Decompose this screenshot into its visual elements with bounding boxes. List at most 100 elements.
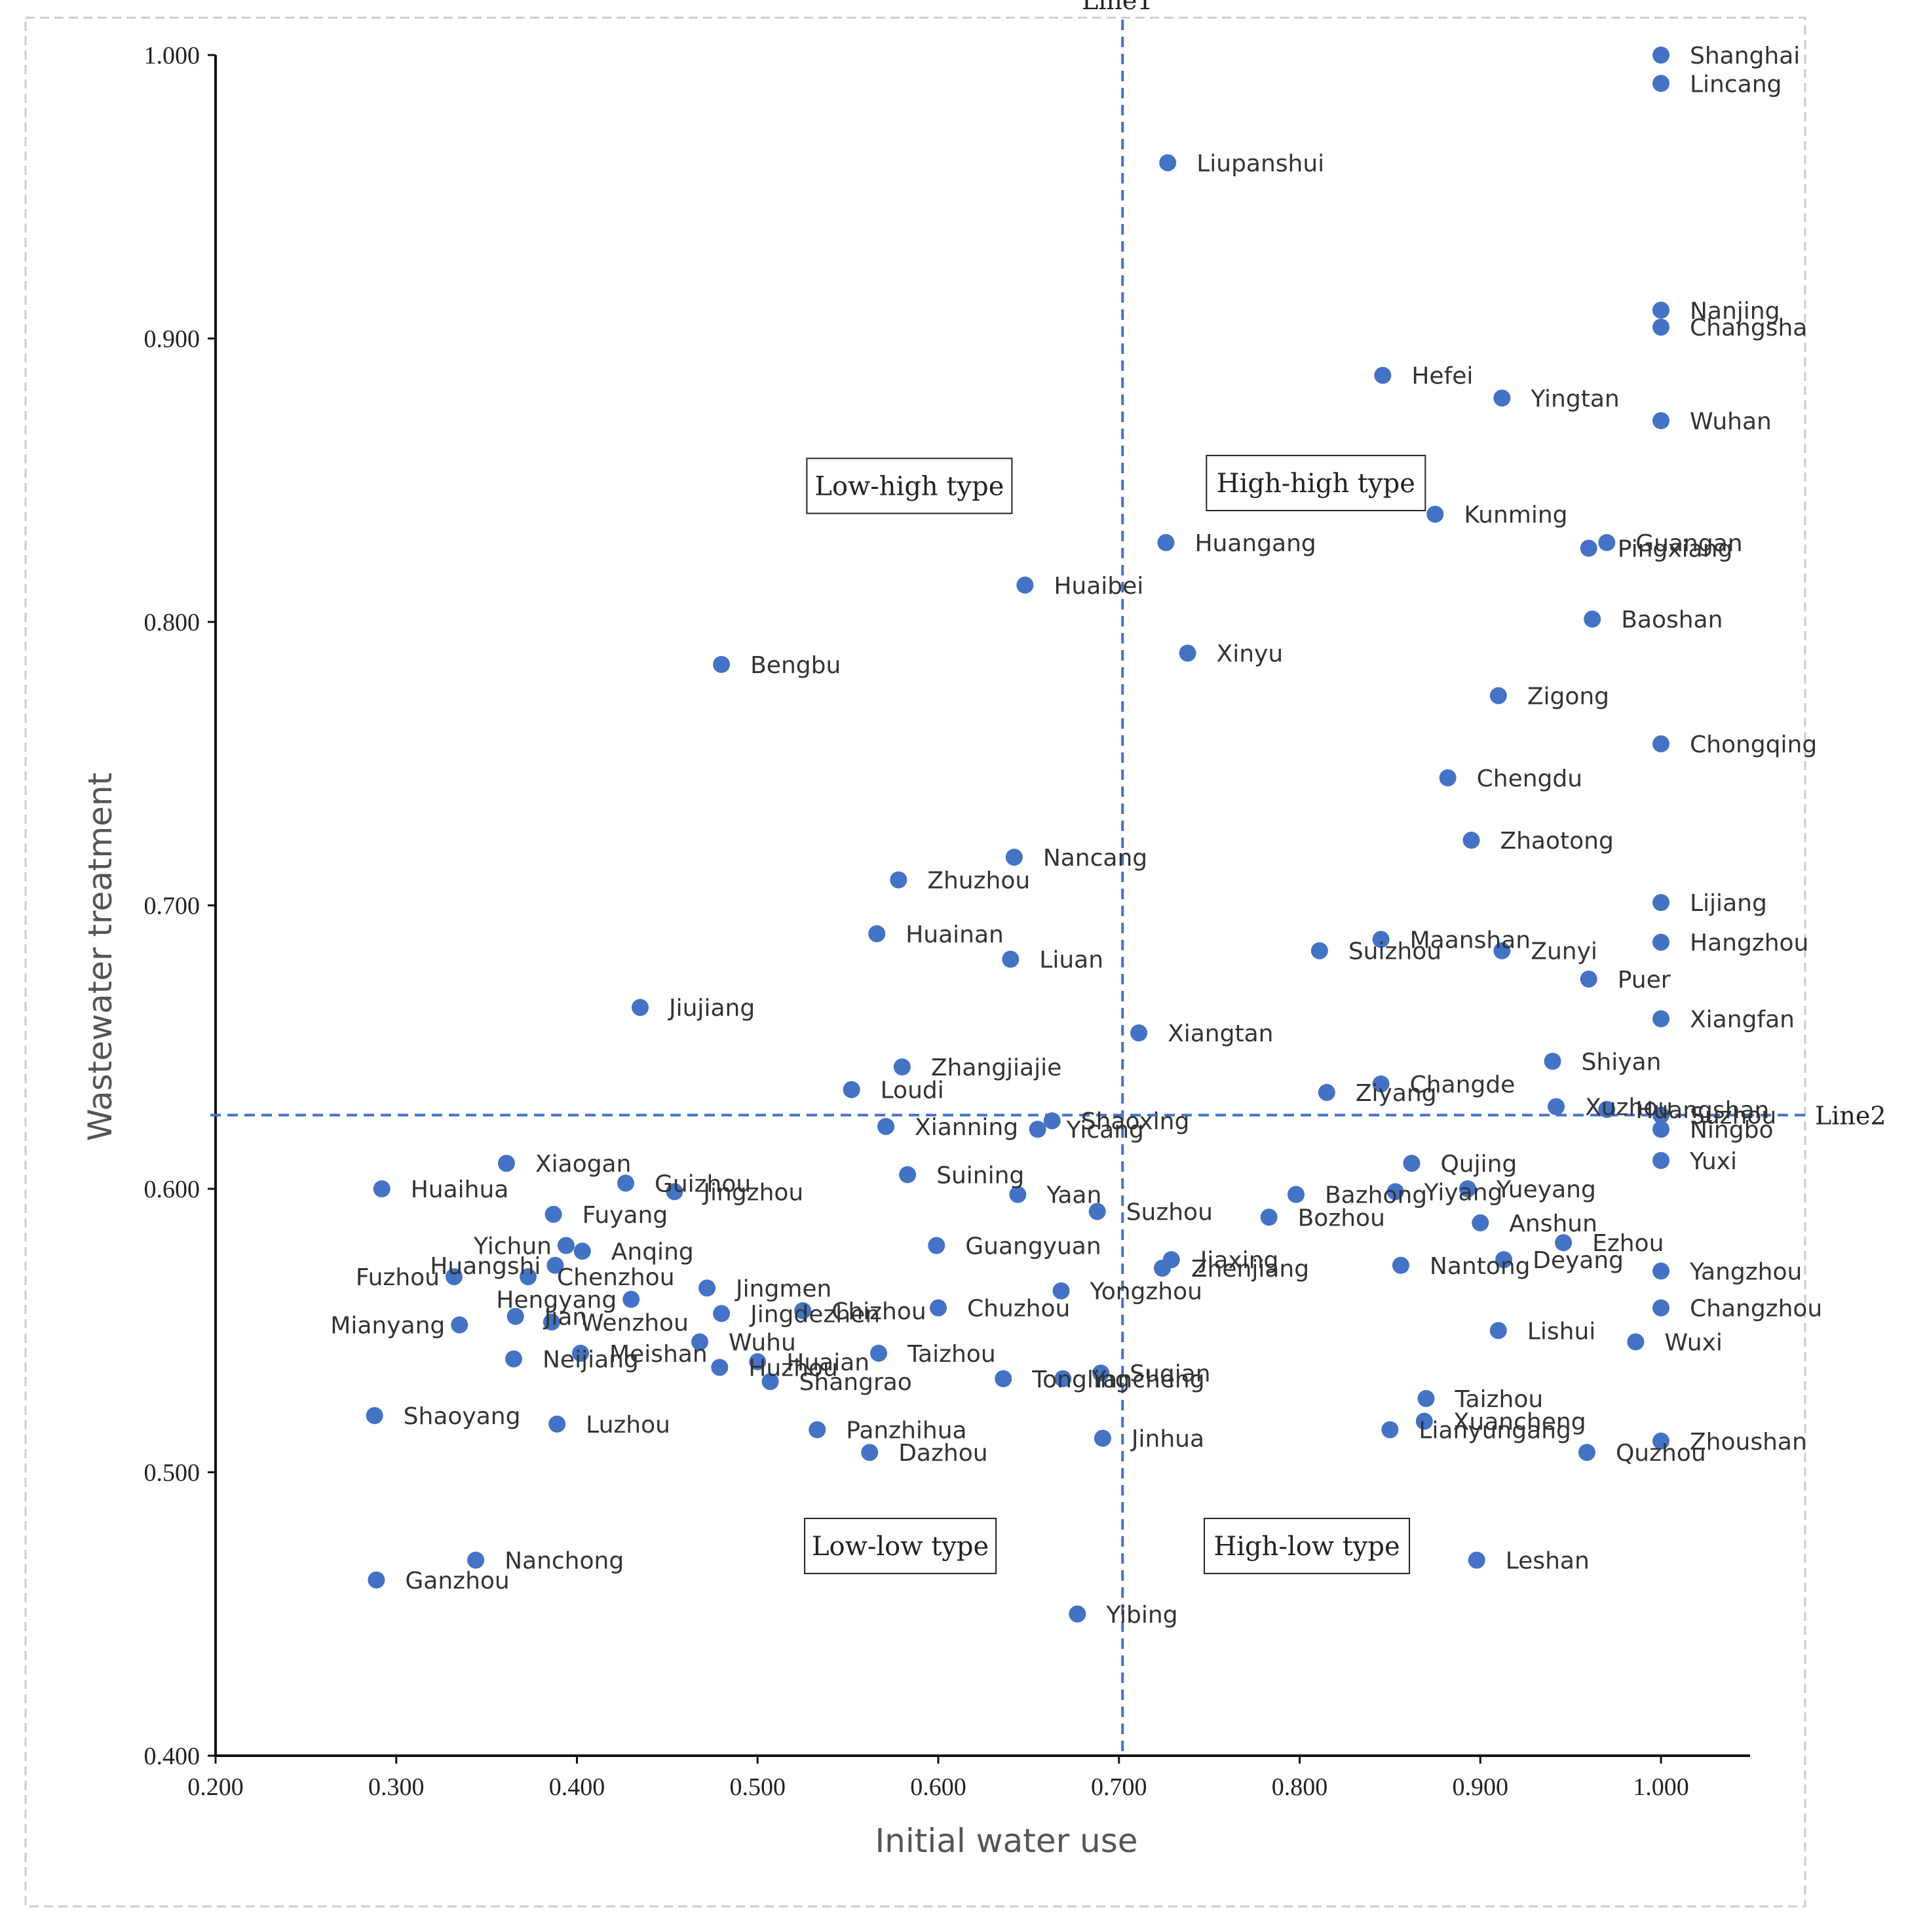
point-bengbu[interactable] <box>713 655 731 673</box>
point-suqian[interactable] <box>1092 1364 1110 1382</box>
point-chengdu[interactable] <box>1439 769 1457 786</box>
point-pingxiang[interactable] <box>1580 539 1597 557</box>
point-ningbo[interactable] <box>1652 1121 1670 1138</box>
point-changde[interactable] <box>1372 1075 1390 1092</box>
point-huzhou[interactable] <box>711 1359 729 1376</box>
point-nantong[interactable] <box>1392 1256 1409 1274</box>
point-guangyuan[interactable] <box>928 1237 945 1254</box>
point-yiyang[interactable] <box>1386 1183 1404 1201</box>
point-wuhu[interactable] <box>691 1333 709 1351</box>
point-zhangjiajie[interactable] <box>893 1058 911 1076</box>
point-hengyang[interactable] <box>622 1290 640 1308</box>
point-ziyang[interactable] <box>1318 1083 1335 1101</box>
point-anshun[interactable] <box>1472 1214 1489 1231</box>
point-guizhou[interactable] <box>617 1174 634 1192</box>
point-yuxi[interactable] <box>1652 1151 1670 1169</box>
point-dazhou[interactable] <box>861 1444 879 1461</box>
point-suzhou[interactable] <box>1088 1203 1106 1220</box>
point-yibing[interactable] <box>1069 1605 1086 1623</box>
point-lishui[interactable] <box>1489 1322 1507 1340</box>
point-taizhou[interactable] <box>1417 1390 1435 1408</box>
point-meishan[interactable] <box>572 1344 590 1362</box>
point-hefei[interactable] <box>1374 366 1392 384</box>
point-nanchong[interactable] <box>467 1551 485 1569</box>
point-xinyu[interactable] <box>1179 644 1196 662</box>
point-fuzhou[interactable] <box>445 1268 463 1286</box>
point-jingmen[interactable] <box>698 1279 716 1297</box>
point-bozhou[interactable] <box>1260 1208 1278 1226</box>
point-yaan[interactable] <box>1009 1186 1027 1203</box>
point-quzhou[interactable] <box>1578 1444 1595 1461</box>
point-qujing[interactable] <box>1403 1155 1421 1172</box>
point-xuancheng[interactable] <box>1415 1412 1433 1430</box>
point-jingdezhen[interactable] <box>713 1305 731 1323</box>
point-kunming[interactable] <box>1426 505 1444 523</box>
point-jian[interactable] <box>506 1307 524 1325</box>
point-changzhou[interactable] <box>1652 1299 1670 1317</box>
point-huaibei[interactable] <box>1016 576 1034 594</box>
point-taizhou[interactable] <box>870 1344 888 1362</box>
point-zhenjiang[interactable] <box>1153 1260 1171 1277</box>
point-zigong[interactable] <box>1489 687 1507 705</box>
point-yicang[interactable] <box>1029 1121 1046 1138</box>
point-liupanshui[interactable] <box>1159 154 1177 172</box>
point-xianning[interactable] <box>877 1117 895 1135</box>
point-jiujiang[interactable] <box>632 999 649 1016</box>
point-nancang[interactable] <box>1005 848 1023 866</box>
point-chongqing[interactable] <box>1652 735 1670 752</box>
point-luzhou[interactable] <box>548 1415 566 1433</box>
point-fuyang[interactable] <box>544 1205 562 1223</box>
point-chizhou[interactable] <box>794 1302 812 1319</box>
point-zhuzhou[interactable] <box>890 871 907 889</box>
point-shaoyang[interactable] <box>366 1407 383 1424</box>
point-chenzhou[interactable] <box>520 1268 537 1286</box>
point-bazhong[interactable] <box>1287 1186 1305 1203</box>
point-anqing[interactable] <box>573 1243 591 1260</box>
point-jingzhou[interactable] <box>666 1183 683 1201</box>
point-loudi[interactable] <box>843 1081 860 1098</box>
point-huainan[interactable] <box>868 925 886 942</box>
point-yangzhou[interactable] <box>1652 1262 1670 1280</box>
point-suzhou[interactable] <box>1652 1106 1670 1124</box>
point-tongling[interactable] <box>995 1370 1012 1387</box>
point-yichun[interactable] <box>557 1237 575 1254</box>
point-mianyang[interactable] <box>451 1316 468 1334</box>
point-lijiang[interactable] <box>1652 894 1670 912</box>
point-hangzhou[interactable] <box>1652 933 1670 951</box>
point-panzhihua[interactable] <box>809 1421 826 1439</box>
point-wuhan[interactable] <box>1652 412 1670 429</box>
point-maanshan[interactable] <box>1372 931 1390 948</box>
point-huaihua[interactable] <box>373 1180 391 1197</box>
point-yueyang[interactable] <box>1459 1180 1476 1197</box>
point-ezhou[interactable] <box>1555 1234 1573 1252</box>
point-xuzhou[interactable] <box>1548 1098 1565 1115</box>
point-shaoxing[interactable] <box>1043 1112 1061 1130</box>
point-baoshan[interactable] <box>1584 610 1601 628</box>
point-xiaogan[interactable] <box>497 1155 515 1172</box>
point-neijiang[interactable] <box>505 1350 522 1368</box>
point-leshan[interactable] <box>1468 1551 1485 1569</box>
point-shiyan[interactable] <box>1544 1053 1561 1070</box>
point-yingtan[interactable] <box>1493 389 1511 407</box>
point-shangrao[interactable] <box>761 1373 779 1391</box>
point-zhaotong[interactable] <box>1462 832 1480 849</box>
point-ganzhou[interactable] <box>368 1571 385 1589</box>
point-huangang[interactable] <box>1157 533 1175 551</box>
point-wuxi[interactable] <box>1627 1333 1645 1351</box>
point-nanjing[interactable] <box>1652 301 1670 319</box>
point-guangan[interactable] <box>1598 533 1616 551</box>
point-huangshan[interactable] <box>1598 1100 1616 1118</box>
point-jinhua[interactable] <box>1094 1429 1111 1447</box>
point-changsha[interactable] <box>1652 319 1670 336</box>
point-chuzhou[interactable] <box>930 1299 947 1317</box>
point-lincang[interactable] <box>1652 75 1670 92</box>
point-huangshi[interactable] <box>546 1256 564 1274</box>
point-deyang[interactable] <box>1495 1251 1513 1269</box>
point-suining[interactable] <box>899 1166 917 1184</box>
point-yancheng[interactable] <box>1054 1370 1072 1387</box>
point-zhoushan[interactable] <box>1652 1432 1670 1450</box>
point-wenzhou[interactable] <box>543 1313 560 1331</box>
point-lianyungang[interactable] <box>1381 1421 1399 1439</box>
point-yongzhou[interactable] <box>1052 1282 1070 1300</box>
point-zunyi[interactable] <box>1493 942 1511 959</box>
